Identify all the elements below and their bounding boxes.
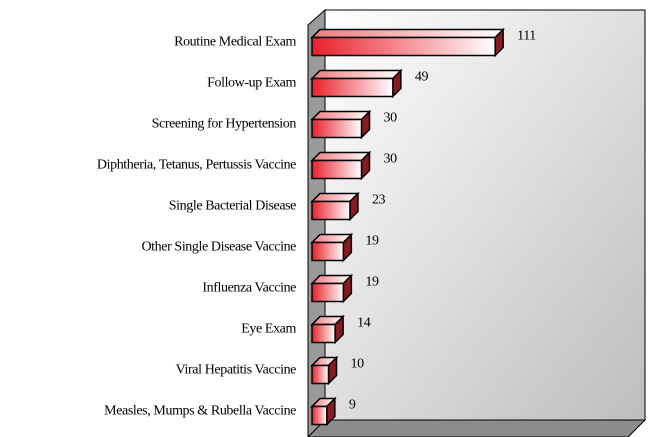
- bar: [310, 191, 360, 222]
- value-label: 10: [351, 357, 365, 372]
- y-tick-label: Diphtheria, Tetanus, Pertussis Vaccine: [97, 158, 296, 173]
- y-tick-label: Measles, Mumps & Rubella Vaccine: [104, 404, 296, 419]
- bar-front: [311, 282, 345, 303]
- y-tick-label: Eye Exam: [241, 322, 296, 337]
- bar-front: [311, 323, 336, 344]
- bar-front: [311, 405, 328, 426]
- y-tick-label: Viral Hepatitis Vaccine: [176, 363, 297, 378]
- bar-front: [311, 200, 351, 221]
- bar-top: [310, 151, 372, 162]
- floor: [307, 419, 647, 437]
- bar: [310, 232, 354, 263]
- bar-front: [311, 364, 330, 385]
- value-label: 23: [372, 193, 386, 208]
- y-tick-label: Single Bacterial Disease: [169, 199, 296, 214]
- bar: [310, 396, 337, 427]
- y-tick-label: Other Single Disease Vaccine: [141, 240, 296, 255]
- value-label: 30: [384, 111, 398, 126]
- bar: [310, 150, 372, 181]
- bar: [310, 355, 339, 386]
- bar-front: [311, 241, 345, 262]
- bar-top: [310, 28, 505, 39]
- y-tick-label: Screening for Hypertension: [152, 117, 297, 132]
- bar: [310, 273, 354, 304]
- value-label: 49: [415, 70, 429, 85]
- y-tick-label: Follow-up Exam: [207, 76, 296, 91]
- value-label: 14: [357, 316, 371, 331]
- bar: [310, 68, 403, 99]
- bar: [310, 27, 505, 58]
- bar-top: [310, 69, 403, 80]
- bar-top: [310, 110, 372, 121]
- bar-front: [311, 77, 394, 98]
- value-label: 111: [517, 29, 536, 44]
- value-label: 19: [365, 234, 379, 249]
- bar: [310, 314, 345, 345]
- bar: [310, 109, 372, 140]
- value-label: 9: [349, 398, 356, 413]
- y-tick-label: Routine Medical Exam: [174, 35, 296, 50]
- bar-front: [311, 36, 496, 57]
- value-label: 19: [365, 275, 379, 290]
- bar-front: [311, 118, 363, 139]
- bar-front: [311, 159, 363, 180]
- value-label: 30: [384, 152, 398, 167]
- y-tick-label: Influenza Vaccine: [202, 281, 296, 296]
